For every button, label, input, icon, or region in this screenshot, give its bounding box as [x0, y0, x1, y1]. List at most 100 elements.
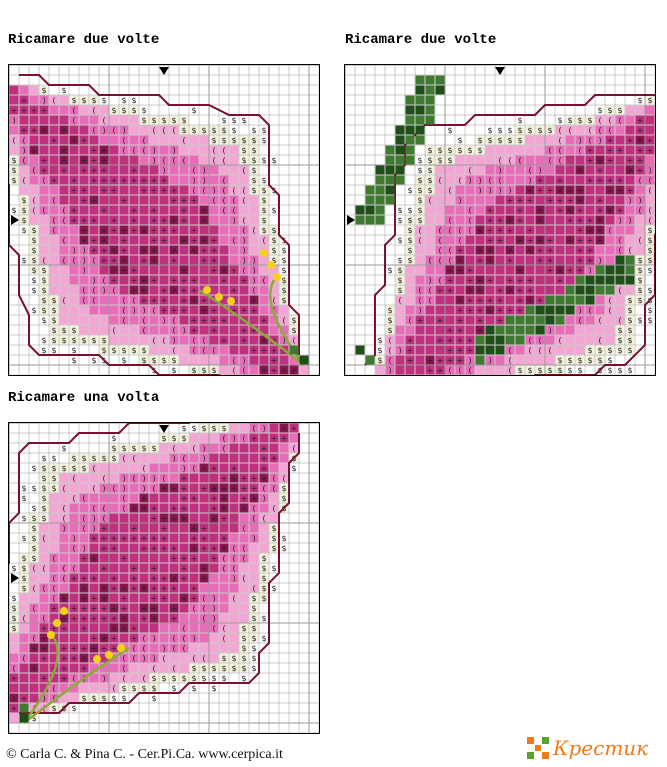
- svg-text:): ): [478, 176, 481, 185]
- svg-text:+: +: [171, 276, 178, 285]
- svg-text:(: (: [272, 474, 275, 483]
- svg-text:$: $: [407, 226, 412, 235]
- svg-text:(: (: [232, 366, 235, 375]
- svg-text:+: +: [457, 356, 464, 365]
- panel-3-title: Ricamare una volta: [8, 390, 160, 406]
- svg-text:+: +: [101, 206, 108, 215]
- svg-text:(: (: [648, 216, 651, 225]
- svg-text:$: $: [447, 146, 452, 155]
- svg-text:$: $: [507, 136, 512, 145]
- svg-text:): ): [202, 454, 205, 463]
- svg-text:+: +: [161, 544, 168, 553]
- svg-text:): ): [262, 494, 265, 503]
- svg-text:): ): [252, 266, 255, 275]
- svg-text:+: +: [151, 236, 158, 245]
- svg-text:+: +: [61, 674, 68, 683]
- svg-text:$: $: [51, 704, 56, 713]
- svg-text:+: +: [211, 554, 218, 563]
- svg-text:): ): [102, 484, 105, 493]
- svg-text:+: +: [181, 306, 188, 315]
- svg-text:(: (: [72, 116, 75, 125]
- svg-text:+: +: [221, 494, 228, 503]
- svg-text:(: (: [102, 276, 105, 285]
- svg-text:$: $: [111, 444, 116, 453]
- svg-text:$: $: [51, 484, 56, 493]
- svg-text:+: +: [617, 206, 624, 215]
- svg-text:(: (: [448, 186, 451, 195]
- svg-text:$: $: [91, 96, 96, 105]
- svg-text:+: +: [201, 524, 208, 533]
- svg-text:$: $: [261, 574, 266, 583]
- svg-text:+: +: [537, 186, 544, 195]
- svg-text:+: +: [61, 146, 68, 155]
- svg-text:+: +: [477, 326, 484, 335]
- svg-text:+: +: [221, 504, 228, 513]
- svg-text:(: (: [52, 594, 55, 603]
- svg-text:$: $: [31, 554, 36, 563]
- svg-text:): ): [162, 644, 165, 653]
- svg-text:$: $: [31, 276, 36, 285]
- svg-text:(: (: [152, 306, 155, 315]
- svg-text:+: +: [71, 206, 78, 215]
- svg-text:): ): [42, 694, 45, 703]
- svg-text:$: $: [261, 614, 266, 623]
- svg-text:+: +: [467, 276, 474, 285]
- svg-text:(: (: [182, 136, 185, 145]
- svg-text:(: (: [92, 256, 95, 265]
- svg-text:(: (: [468, 216, 471, 225]
- svg-text:+: +: [131, 206, 138, 215]
- svg-text:$: $: [31, 246, 36, 255]
- svg-text:+: +: [271, 434, 278, 443]
- svg-text:$: $: [241, 664, 246, 673]
- svg-text:+: +: [21, 694, 28, 703]
- svg-text:(: (: [122, 306, 125, 315]
- svg-text:$: $: [121, 356, 126, 365]
- svg-text:): ): [578, 136, 581, 145]
- svg-text:$: $: [191, 366, 196, 375]
- svg-text:$: $: [557, 366, 562, 375]
- svg-text:+: +: [171, 484, 178, 493]
- svg-text:$: $: [201, 366, 206, 375]
- svg-text:+: +: [81, 594, 88, 603]
- svg-text:+: +: [181, 196, 188, 205]
- svg-text:$: $: [151, 356, 156, 365]
- svg-text:+: +: [101, 634, 108, 643]
- svg-text:(: (: [448, 246, 451, 255]
- svg-text:+: +: [251, 326, 258, 335]
- svg-text:+: +: [587, 226, 594, 235]
- svg-text:+: +: [41, 126, 48, 135]
- svg-text:$: $: [231, 654, 236, 663]
- svg-text:(: (: [142, 464, 145, 473]
- svg-text:$: $: [41, 296, 46, 305]
- svg-text:(: (: [458, 236, 461, 245]
- svg-text:+: +: [191, 524, 198, 533]
- svg-text:(: (: [172, 644, 175, 653]
- svg-text:+: +: [131, 624, 138, 633]
- svg-text:(: (: [548, 146, 551, 155]
- svg-text:+: +: [81, 614, 88, 623]
- svg-text:$: $: [281, 544, 286, 553]
- svg-text:+: +: [647, 146, 654, 155]
- svg-text:+: +: [201, 256, 208, 265]
- svg-text:$: $: [141, 444, 146, 453]
- svg-text:+: +: [181, 504, 188, 513]
- svg-text:+: +: [437, 356, 444, 365]
- svg-text:$: $: [31, 514, 36, 523]
- svg-text:+: +: [221, 534, 228, 543]
- svg-text:+: +: [291, 424, 298, 433]
- svg-text:+: +: [487, 226, 494, 235]
- svg-text:+: +: [547, 246, 554, 255]
- svg-text:): ): [242, 256, 245, 265]
- svg-text:+: +: [487, 276, 494, 285]
- svg-text:$: $: [417, 216, 422, 225]
- svg-text:$: $: [281, 246, 286, 255]
- svg-text:+: +: [477, 276, 484, 285]
- svg-text:$: $: [121, 444, 126, 453]
- svg-text:(: (: [262, 276, 265, 285]
- svg-text:$: $: [637, 316, 642, 325]
- svg-text:(: (: [142, 674, 145, 683]
- svg-text:): ): [202, 176, 205, 185]
- svg-text:+: +: [81, 216, 88, 225]
- svg-text:(: (: [438, 246, 441, 255]
- svg-text:): ): [282, 336, 285, 345]
